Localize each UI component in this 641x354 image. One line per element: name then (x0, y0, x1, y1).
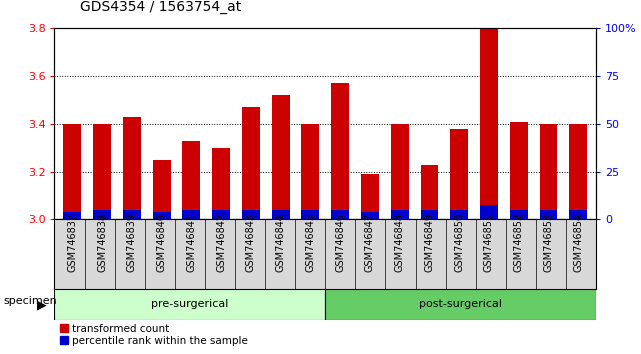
Bar (480, 205, 498, 219)
Bar (153, 212, 171, 219)
Bar (242, 210, 260, 219)
Bar (272, 95, 290, 219)
Text: pre-surgerical: pre-surgerical (151, 299, 229, 309)
Bar (391, 124, 409, 219)
Bar (212, 148, 230, 219)
Bar (569, 210, 587, 219)
Bar (540, 210, 558, 219)
Text: post-surgerical: post-surgerical (419, 299, 502, 309)
Bar (153, 160, 171, 219)
Bar (420, 165, 438, 219)
Bar (569, 124, 587, 219)
Bar (63, 212, 81, 219)
Bar (510, 121, 528, 219)
Text: GDS4354 / 1563754_at: GDS4354 / 1563754_at (80, 0, 242, 14)
Bar (480, 28, 498, 219)
Bar (510, 210, 528, 219)
Bar (123, 117, 141, 219)
Bar (361, 174, 379, 219)
Text: ▶: ▶ (37, 298, 47, 311)
Bar (272, 210, 290, 219)
Bar (123, 210, 141, 219)
Bar (183, 141, 200, 219)
Bar (63, 124, 81, 219)
Bar (331, 210, 349, 219)
Bar (301, 210, 319, 219)
Bar (212, 210, 230, 219)
Legend: transformed count, percentile rank within the sample: transformed count, percentile rank withi… (60, 324, 248, 346)
Bar (93, 210, 111, 219)
Bar (391, 210, 409, 219)
Bar (54, 289, 326, 320)
Bar (326, 289, 596, 320)
Bar (420, 210, 438, 219)
Bar (242, 107, 260, 219)
Bar (450, 210, 468, 219)
Text: specimen: specimen (3, 296, 57, 306)
Bar (183, 210, 200, 219)
Bar (361, 212, 379, 219)
Bar (93, 124, 111, 219)
Bar (540, 124, 558, 219)
Bar (301, 124, 319, 219)
Bar (450, 129, 468, 219)
Bar (331, 83, 349, 219)
